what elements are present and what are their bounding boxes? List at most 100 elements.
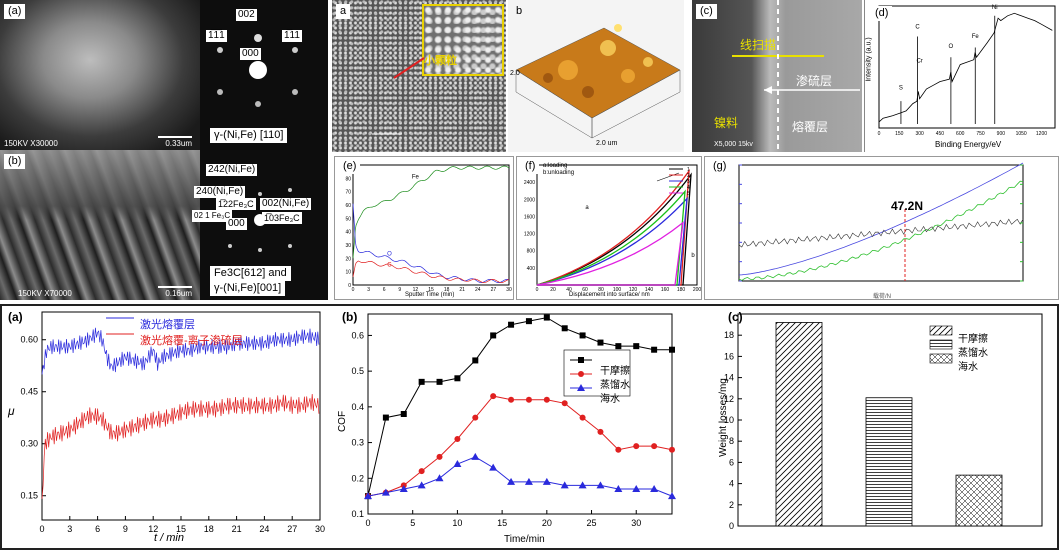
chart-b-point <box>597 428 604 435</box>
chart-c-ytick-label: 18 <box>724 330 734 340</box>
chart-b-legend-2: 蒸馏水 <box>600 380 630 391</box>
chart-b-point <box>615 446 622 453</box>
saed-b-spot-label: 1̅03Fe₃C <box>262 212 302 224</box>
scratch-load-line <box>738 162 1024 276</box>
chart-b-point <box>417 481 426 489</box>
nano-curve-1 <box>536 172 692 286</box>
weight-loss-plot: 0 2 4 6 8 10 12 14 16 18 <box>724 313 1043 531</box>
saed-a-spot <box>292 47 298 53</box>
xps-xtick-label: 1050 <box>1016 131 1027 137</box>
nano-xtick-label: 120 <box>629 287 638 293</box>
xps-peak-label: O <box>949 44 954 50</box>
afm-surface-plane <box>515 27 681 119</box>
chart-b-point <box>489 463 498 471</box>
xps-frame <box>878 5 1056 129</box>
depth-ytick-label: 10 <box>345 270 351 276</box>
sem-a-arrow-line <box>393 57 425 79</box>
chart-b-point <box>579 414 586 421</box>
sem-c-layer-label: 熔覆层 <box>792 120 829 134</box>
nano-xtick-label: 0 <box>536 287 539 293</box>
friction-a-plot: 0 3 6 9 12 15 18 21 24 27 30 0.15 0.30 0.45 0.60 <box>20 311 325 534</box>
afm-peak <box>600 40 616 56</box>
nano-xtick-label: 80 <box>598 287 604 293</box>
chart-c-ytick-label: 10 <box>724 415 734 425</box>
chart-c-ytick-label: 4 <box>729 479 734 489</box>
nano-legend-entry: 1 <box>687 167 690 173</box>
chart-c-ylabel: Weight losses/mg <box>717 378 729 457</box>
afm-peak <box>614 24 622 32</box>
nano-curve-3 <box>536 196 688 286</box>
nano-legend-swatch <box>656 172 680 182</box>
depth-xlabel: Sputter Time (min) <box>405 292 455 298</box>
chart-b-point <box>364 492 372 500</box>
chart-b-series-2 <box>367 395 673 497</box>
saed-a-spot <box>254 34 262 42</box>
sem-c-label: (c) <box>696 4 717 19</box>
chart-a-xtick-label: 30 <box>315 524 325 534</box>
depth-ytick-label: 40 <box>345 230 351 236</box>
depth-label-fe: Fe <box>412 174 420 180</box>
chart-a-xtick-label: 9 <box>123 524 128 534</box>
xps-xlabel: Binding Energy/eV <box>935 140 1002 149</box>
nanoindentation-chart-f: 0 20 40 60 80 100 120 140 160 180 200 400 800 1200 160… <box>516 156 702 300</box>
tem-b-footer-left: 150KV X70000 <box>18 289 72 298</box>
chart-c-legend-swatch <box>929 339 953 350</box>
weight-loss-chart-c: 0 2 4 6 8 10 12 14 16 18 (c) Weight losses/mg 干摩擦… <box>686 306 1056 548</box>
chart-b-point <box>651 443 658 450</box>
depth-ytick-label: 30 <box>345 243 351 249</box>
saed-b-spot-label: 240(Ni,Fe) <box>194 186 246 198</box>
chart-a-xtick-label: 15 <box>176 524 186 534</box>
chart-b-point <box>454 375 461 382</box>
depth-plot-area: 0 3 6 9 12 15 18 21 24 27 30 0 10 20 30 40 50 60 70 80 Fe OC <box>345 164 512 293</box>
xps-xtick-label: 150 <box>895 131 904 137</box>
friction-chart-a: 0 3 6 9 12 15 18 21 24 27 30 0.15 0.30 0.45 0.60 (a) μ… <box>2 306 332 548</box>
chart-c-bar <box>865 397 913 527</box>
depth-label-o: O <box>387 252 392 258</box>
cof-b-plot: 0 5 10 15 20 25 30 0.1 0.2 0.3 0.4 0.5 0.6 <box>351 313 676 528</box>
chart-b-point <box>418 468 425 475</box>
sem-image-c: (c) 线扫描 渗硫层 镍料 熔覆层 X5,000 15kv <box>692 0 862 152</box>
chart-b-label: (b) <box>342 310 358 324</box>
chart-b-point <box>472 357 479 364</box>
chart-a-series-1 <box>41 327 320 375</box>
chart-b-ytick-label: 0.1 <box>351 509 364 519</box>
depth-ytick-label: 80 <box>345 176 351 182</box>
sem-c-arrowhead <box>764 86 772 94</box>
cof-chart-b: 0 5 10 15 20 25 30 0.1 0.2 0.3 0.4 0.5 0.6 (b) COF T… <box>334 306 684 548</box>
chart-b-point <box>543 314 550 321</box>
chart-a-ylabel: μ <box>8 404 15 418</box>
chart-b-ytick-label: 0.6 <box>351 330 364 340</box>
chart-a-ytick-label: 0.45 <box>20 387 38 397</box>
chart-a-legend-1: 激光熔覆层 <box>140 319 195 331</box>
afm-axis-label: 2.0 <box>510 70 520 77</box>
tem-b-footer-right: 0.16um <box>165 289 192 298</box>
chart-b-point <box>579 332 586 339</box>
saed-b-spot-label: 002(Ni,Fe) <box>260 198 312 210</box>
chart-b-point <box>525 318 532 325</box>
saed-a-spot <box>292 89 298 95</box>
chart-b-xtick-label: 20 <box>542 518 552 528</box>
chart-b-point <box>632 485 641 492</box>
xps-ylabel: Intensity (a.u.) <box>865 37 873 82</box>
saed-pattern-a: 002 1̅1̅1 1̅11 000 γ-(Ni,Fe) [110] <box>200 0 328 150</box>
chart-b-point <box>436 378 443 385</box>
chart-b-xtick-label: 15 <box>497 518 507 528</box>
chart-b-legend-marker <box>577 384 585 391</box>
tem-b-label: (b) <box>4 154 26 169</box>
nano-xtick-label: 20 <box>550 287 556 293</box>
chart-b-series-1 <box>367 317 672 497</box>
nano-legend-entry: 5 <box>687 191 690 197</box>
depth-xtick-label: 21 <box>459 287 465 293</box>
afm-peak <box>582 86 594 98</box>
chart-c-label: (c) <box>728 310 743 324</box>
chart-a-ytick-label: 0.60 <box>20 335 38 345</box>
sem-a-inset <box>422 4 504 76</box>
nano-ytick-label: 2400 <box>524 180 535 186</box>
scratch-xlabel: 载荷/N <box>873 294 892 300</box>
chart-b-legend-marker <box>578 371 584 377</box>
chart-b-ytick-label: 0.2 <box>351 473 364 483</box>
xps-plot-area: 0 150 300 450 600 750 900 1050 1200 S C Cr O Fe Ni <box>878 5 1056 137</box>
saed-a-spot-label: 000 <box>240 48 261 60</box>
nano-ytick-label: 1600 <box>524 214 535 220</box>
chart-c-legend-swatch <box>929 353 953 364</box>
